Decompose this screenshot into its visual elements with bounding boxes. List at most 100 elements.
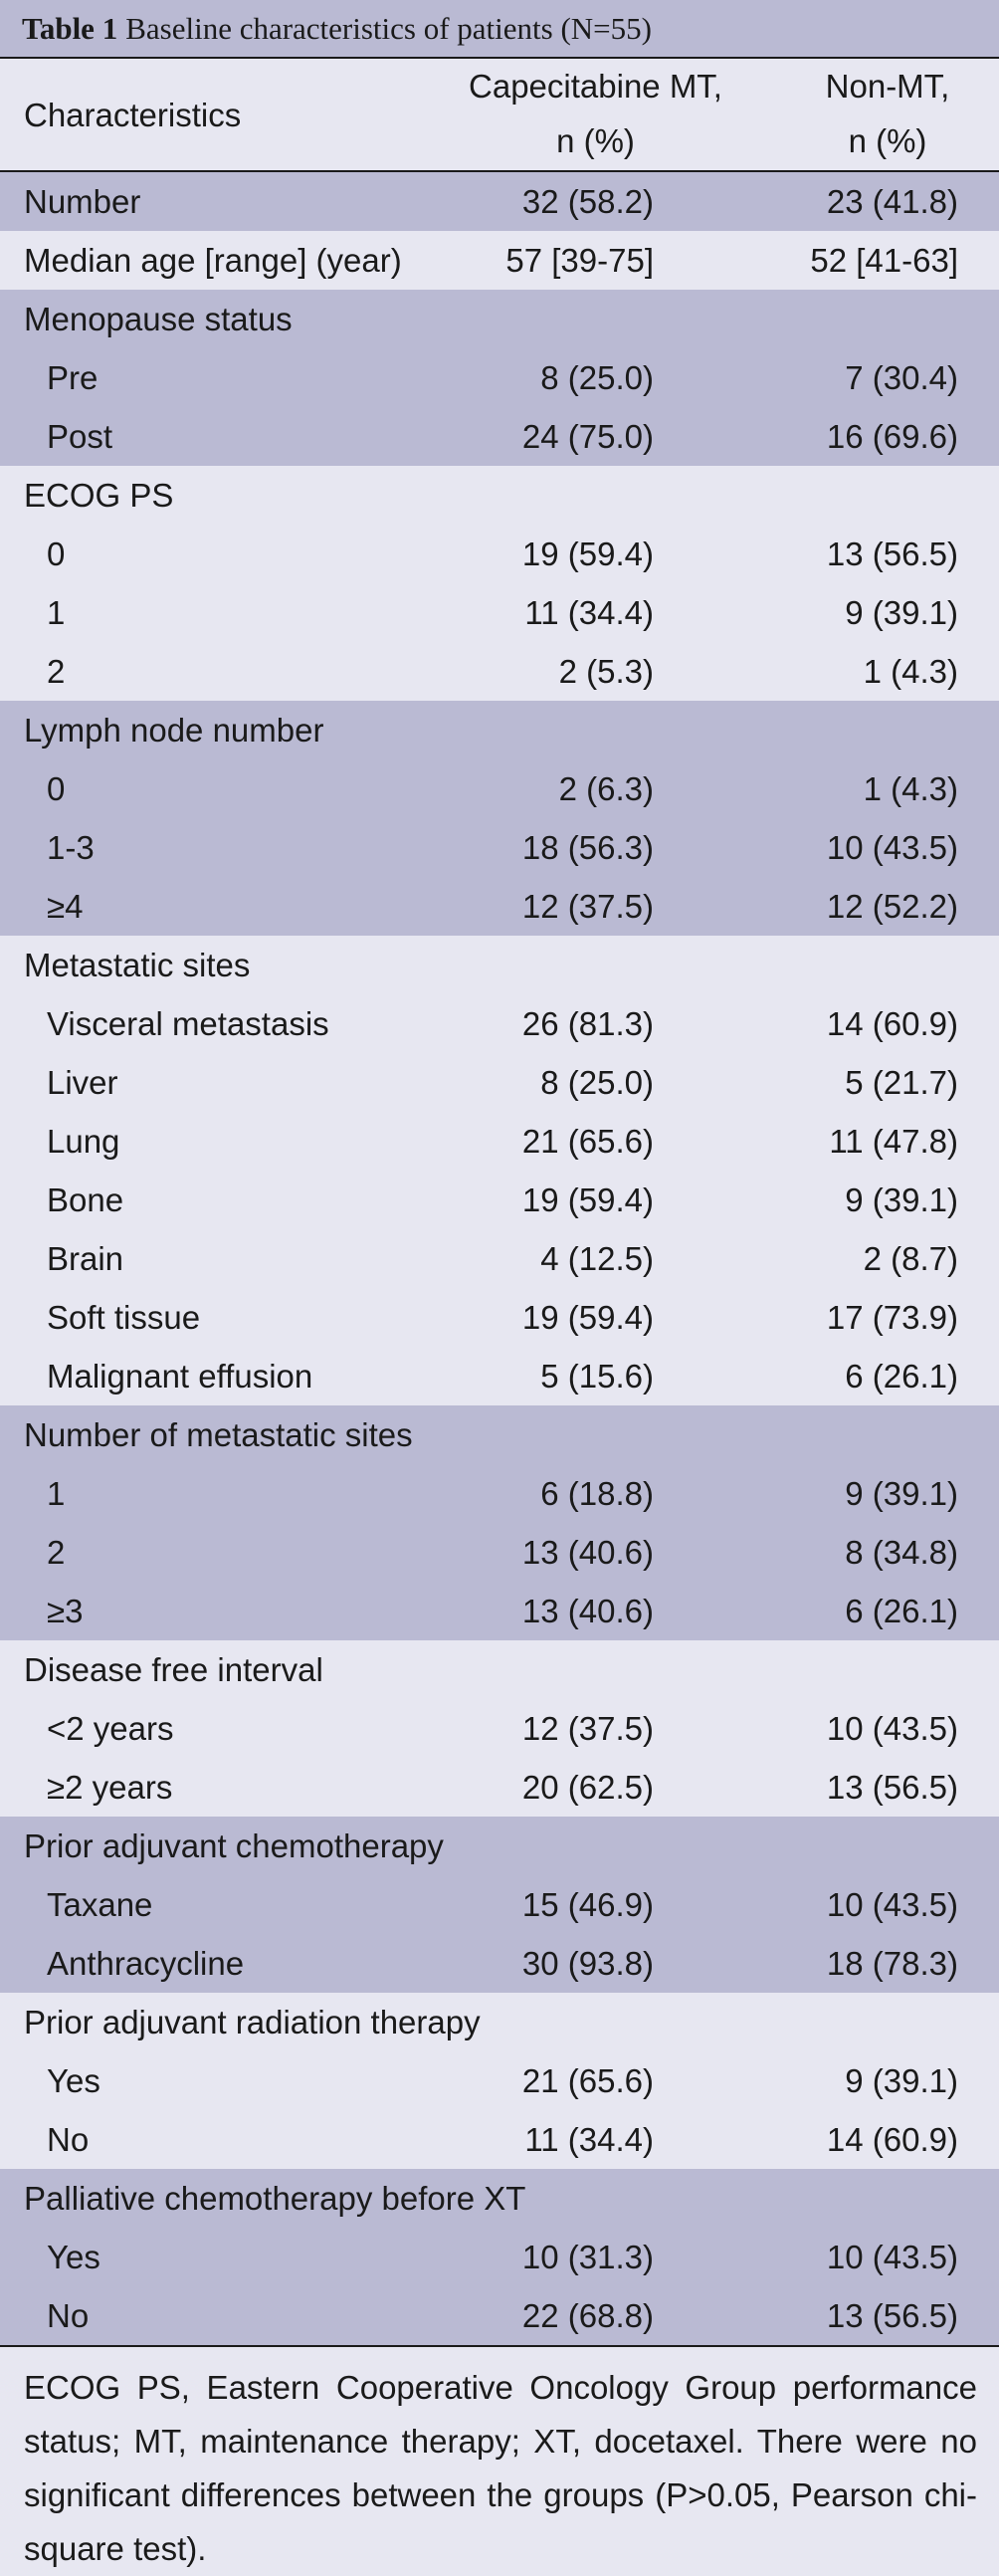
row-label: 1 [47,1474,66,1512]
row-label: 0 [47,535,66,572]
row-label: <2 years [47,1709,174,1747]
row-value-capecitabine-mt: 20 (62.5) [521,1768,654,1806]
table-row: ≥3 13 (40.6) 6 (26.1) [0,1582,999,1640]
row-label: ≥3 [47,1592,84,1629]
row-value-non-mt: 10 (43.5) [826,828,958,866]
row-value-non-mt: 12 (52.2) [826,887,958,925]
table-row: Brain 4 (12.5) 2 (8.7) [0,1229,999,1288]
row-value-non-mt: 1 (4.3) [863,652,958,690]
header-non-mt-line2: n (%) [848,122,927,159]
table-row: Prior adjuvant chemotherapy [0,1817,999,1875]
row-value-capecitabine-mt: 32 (58.2) [521,182,654,220]
row-value-non-mt: 9 (39.1) [845,2061,958,2099]
table-row: Yes 21 (65.6) 9 (39.1) [0,2051,999,2110]
table-caption: Table 1 Baseline characteristics of pati… [0,0,999,59]
row-value-capecitabine-mt: 21 (65.6) [521,2061,654,2099]
table-row: Menopause status [0,290,999,348]
row-label: Taxane [47,1885,153,1923]
table-row: Palliative chemotherapy before XT [0,2169,999,2228]
row-value-non-mt: 14 (60.9) [826,2120,958,2158]
table-row: ≥2 years 20 (62.5) 13 (56.5) [0,1758,999,1817]
row-value-non-mt: 10 (43.5) [826,1709,958,1747]
table-row: 1 11 (34.4) 9 (39.1) [0,583,999,642]
header-characteristics: Characteristics [24,97,242,133]
row-value-non-mt: 10 (43.5) [826,1885,958,1923]
table-body: Number 32 (58.2) 23 (41.8) Median age [rang… [0,172,999,2345]
row-value-non-mt: 52 [41-63] [810,241,958,279]
row-label: Pre [47,358,99,396]
table-row: ECOG PS [0,466,999,525]
row-value-capecitabine-mt: 12 (37.5) [521,1709,654,1747]
row-value-capecitabine-mt: 8 (25.0) [540,1063,654,1101]
row-label: ≥4 [47,887,84,925]
table-row: Number 32 (58.2) 23 (41.8) [0,172,999,231]
row-label: Malignant effusion [47,1357,313,1395]
table-row: Bone 19 (59.4) 9 (39.1) [0,1171,999,1229]
table-row: Yes 10 (31.3) 10 (43.5) [0,2228,999,2286]
table-row: Taxane 15 (46.9) 10 (43.5) [0,1875,999,1934]
row-label: 1 [47,593,66,631]
table-row: 2 2 (5.3) 1 (4.3) [0,642,999,701]
table-header: Characteristics Capecitabine MT, n (%) N… [0,59,999,172]
row-label: No [47,2296,90,2334]
table-row: 1-3 18 (56.3) 10 (43.5) [0,818,999,877]
table-row: Anthracycline 30 (93.8) 18 (78.3) [0,1934,999,1993]
table-row: Liver 8 (25.0) 5 (21.7) [0,1053,999,1112]
row-label: 2 [47,652,66,690]
table-footnote: ECOG PS, Eastern Cooperative Oncology Gr… [0,2345,999,2576]
table-row: 0 2 (6.3) 1 (4.3) [0,759,999,818]
row-label: Median age [range] (year) [24,241,402,279]
table-row: Post 24 (75.0) 16 (69.6) [0,407,999,466]
row-value-non-mt: 9 (39.1) [845,593,958,631]
row-value-capecitabine-mt: 21 (65.6) [521,1122,654,1160]
header-capecitabine-mt: Capecitabine MT, n (%) [438,59,753,168]
row-value-capecitabine-mt: 15 (46.9) [521,1885,654,1923]
table-row: <2 years 12 (37.5) 10 (43.5) [0,1699,999,1758]
row-label: Liver [47,1063,118,1101]
row-label: Lung [47,1122,120,1160]
row-value-non-mt: 23 (41.8) [826,182,958,220]
row-value-capecitabine-mt: 4 (12.5) [540,1239,654,1277]
table-row: Median age [range] (year) 57 [39-75] 52 [4… [0,231,999,290]
row-label: Prior adjuvant chemotherapy [24,1826,444,1864]
header-capecitabine-mt-line2: n (%) [556,122,635,159]
row-label: Soft tissue [47,1298,201,1336]
table-row: No 11 (34.4) 14 (60.9) [0,2110,999,2169]
table-row: Disease free interval [0,1640,999,1699]
row-value-capecitabine-mt: 22 (68.8) [521,2296,654,2334]
row-value-non-mt: 1 (4.3) [863,769,958,807]
row-label: Number [24,182,141,220]
table-row: 2 13 (40.6) 8 (34.8) [0,1523,999,1582]
row-value-capecitabine-mt: 11 (34.4) [524,593,654,631]
row-value-non-mt: 2 (8.7) [863,1239,958,1277]
row-value-non-mt: 9 (39.1) [845,1474,958,1512]
row-label: Visceral metastasis [47,1004,329,1042]
row-value-capecitabine-mt: 6 (18.8) [540,1474,654,1512]
row-value-non-mt: 6 (26.1) [845,1357,958,1395]
row-value-capecitabine-mt: 13 (40.6) [521,1592,654,1629]
row-value-capecitabine-mt: 11 (34.4) [524,2120,654,2158]
table-row: Number of metastatic sites [0,1405,999,1464]
row-label: Metastatic sites [24,946,251,983]
header-capecitabine-mt-line1: Capecitabine MT, [469,68,722,105]
row-value-capecitabine-mt: 19 (59.4) [521,1181,654,1218]
row-value-capecitabine-mt: 12 (37.5) [521,887,654,925]
row-label: Prior adjuvant radiation therapy [24,2003,481,2040]
row-value-capecitabine-mt: 2 (5.3) [558,652,654,690]
row-value-capecitabine-mt: 18 (56.3) [521,828,654,866]
table-row: Malignant effusion 5 (15.6) 6 (26.1) [0,1347,999,1405]
row-value-non-mt: 7 (30.4) [845,358,958,396]
row-label: No [47,2120,90,2158]
row-label: Disease free interval [24,1650,323,1688]
table-row: Prior adjuvant radiation therapy [0,1993,999,2051]
table-number: Table 1 [22,10,118,46]
table-row: Lung 21 (65.6) 11 (47.8) [0,1112,999,1171]
table-row: ≥4 12 (37.5) 12 (52.2) [0,877,999,936]
row-value-capecitabine-mt: 26 (81.3) [521,1004,654,1042]
row-value-non-mt: 13 (56.5) [826,535,958,572]
row-value-non-mt: 17 (73.9) [826,1298,958,1336]
row-label: Brain [47,1239,124,1277]
row-label: Anthracycline [47,1944,245,1982]
table-row: Visceral metastasis 26 (81.3) 14 (60.9) [0,994,999,1053]
row-label: 2 [47,1533,66,1571]
